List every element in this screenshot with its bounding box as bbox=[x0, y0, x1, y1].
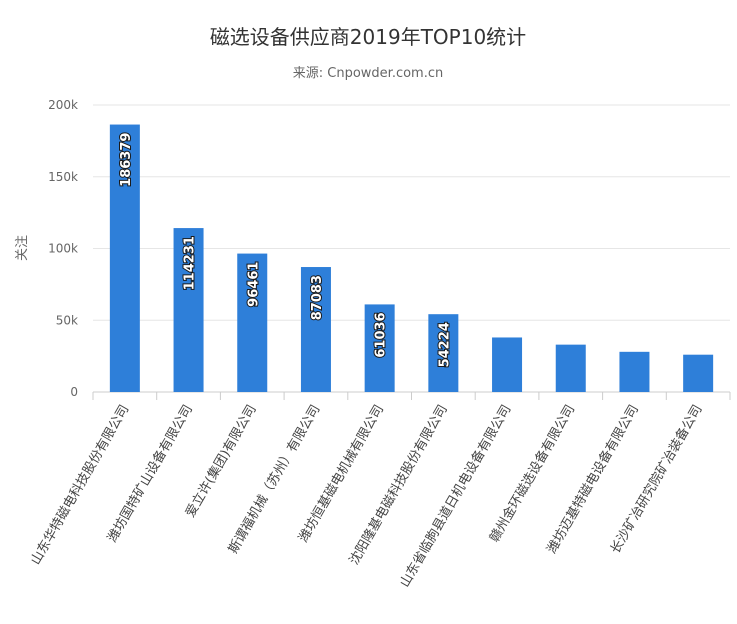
bar[interactable] bbox=[364, 304, 395, 392]
y-tick-label: 200k bbox=[48, 98, 78, 112]
bar[interactable] bbox=[619, 351, 650, 392]
y-tick-label: 0 bbox=[70, 385, 78, 399]
chart-title: 磁选设备供应商2019年TOP10统计 bbox=[210, 25, 526, 49]
x-axis-ticks: 山东华特磁电科技股份有限公司潍坊国特矿山设备有限公司爱立许(集团)有限公司斯谓福… bbox=[28, 392, 731, 590]
data-label: 114231 bbox=[183, 236, 198, 290]
bar[interactable] bbox=[492, 337, 523, 392]
bar[interactable] bbox=[428, 314, 459, 392]
data-label: 61036 bbox=[374, 312, 389, 357]
bars: 186379 114231 96461 87083 61036 54224 bbox=[109, 124, 714, 392]
y-tick-label: 50k bbox=[56, 313, 78, 327]
chart-subtitle: 来源: Cnpowder.com.cn bbox=[293, 66, 443, 81]
data-label: 87083 bbox=[310, 275, 325, 320]
y-axis-label: 关注 bbox=[15, 235, 30, 261]
y-tick-label: 150k bbox=[48, 170, 78, 184]
y-tick-label: 100k bbox=[48, 242, 78, 256]
bar[interactable] bbox=[555, 344, 586, 392]
data-label: 96461 bbox=[246, 262, 261, 307]
data-label: 186379 bbox=[119, 133, 134, 187]
bar[interactable] bbox=[109, 124, 140, 392]
bar[interactable] bbox=[173, 228, 204, 392]
bar[interactable] bbox=[237, 253, 268, 392]
x-tick-label: 山东省临朐县道日机电设备有限公司 bbox=[397, 402, 515, 590]
y-axis-ticks: 0 50k 100k 150k 200k bbox=[48, 98, 78, 399]
bar[interactable] bbox=[683, 354, 714, 392]
x-tick-label: 爱立许(集团)有限公司 bbox=[182, 402, 259, 520]
data-label: 54224 bbox=[437, 322, 452, 367]
bar[interactable] bbox=[300, 267, 331, 392]
